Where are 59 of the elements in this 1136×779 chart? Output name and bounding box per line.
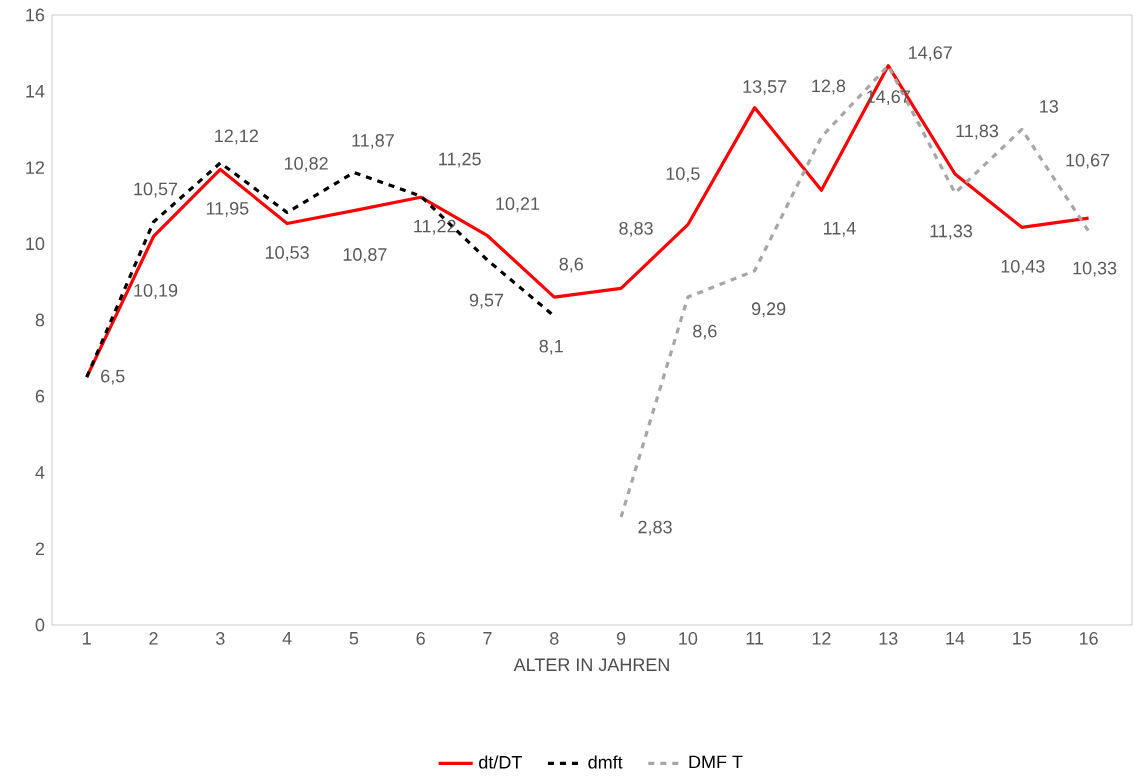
data-label: 8,83 <box>619 221 653 237</box>
data-label: 10,21 <box>496 197 540 212</box>
data-label: 10,19 <box>134 283 178 299</box>
x-tick-label: 1 <box>83 631 91 645</box>
data-label: 8,1 <box>539 339 563 355</box>
x-tick-label: 4 <box>282 631 292 645</box>
data-label: 11,33 <box>930 224 973 240</box>
y-tick-label: 16 <box>26 8 45 22</box>
data-label: 6,5 <box>101 369 125 385</box>
data-label: 9,29 <box>751 302 786 318</box>
x-axis-title: ALTER IN JAHREN <box>513 658 669 671</box>
x-tick-label: 9 <box>616 631 626 645</box>
x-tick-label: 7 <box>483 631 492 645</box>
data-label: 11,4 <box>823 221 856 237</box>
y-tick-label: 12 <box>26 160 45 174</box>
data-label: 2,83 <box>638 520 672 536</box>
x-tick-label: 15 <box>1013 631 1032 645</box>
x-tick-label: 6 <box>416 631 425 645</box>
data-label: 11,95 <box>206 201 249 217</box>
data-label: 11,25 <box>439 152 481 168</box>
data-label: 12,12 <box>215 129 258 145</box>
x-tick-label: 11 <box>746 631 764 645</box>
y-tick-label: 0 <box>35 618 45 632</box>
data-label: 11,22 <box>414 219 456 235</box>
x-tick-label: 16 <box>1079 631 1098 645</box>
data-label: 12,8 <box>812 79 846 95</box>
x-tick-label: 10 <box>679 631 698 645</box>
y-tick-label: 8 <box>35 313 45 327</box>
x-tick-label: 8 <box>550 631 559 645</box>
x-tick-label: 5 <box>349 631 359 645</box>
y-tick-label: 10 <box>26 237 45 250</box>
y-tick-label: 14 <box>26 84 45 98</box>
data-label: 10,57 <box>134 182 178 198</box>
legend-label: DMF T <box>689 755 743 768</box>
data-label: 11,83 <box>956 124 999 140</box>
data-label: 10,87 <box>343 247 387 263</box>
data-label: 10,43 <box>1001 259 1045 275</box>
data-label: 11,87 <box>352 133 394 149</box>
x-tick-label: 3 <box>216 631 225 645</box>
x-tick-label: 14 <box>946 631 965 645</box>
legend-label: dt/DT <box>479 755 522 769</box>
x-tick-label: 12 <box>812 631 831 645</box>
data-label: 10,67 <box>1066 153 1110 169</box>
data-label: 13 <box>1040 99 1059 113</box>
data-label: 8,6 <box>693 324 717 340</box>
data-label: 10,82 <box>284 156 328 172</box>
data-label: 8,6 <box>559 257 583 273</box>
data-label: 9,57 <box>469 293 504 309</box>
legend-label: dmft <box>588 755 623 769</box>
data-label: 10,5 <box>666 167 700 182</box>
data-label: 14,67 <box>909 46 952 61</box>
y-tick-label: 4 <box>35 466 45 479</box>
data-label: 10,53 <box>265 245 309 261</box>
y-tick-label: 2 <box>35 542 45 555</box>
x-tick-label: 13 <box>879 631 898 645</box>
data-label: 13,57 <box>743 79 787 95</box>
y-tick-label: 6 <box>35 389 45 403</box>
data-label: 10,33 <box>1073 261 1117 277</box>
x-tick-label: 2 <box>149 631 158 645</box>
